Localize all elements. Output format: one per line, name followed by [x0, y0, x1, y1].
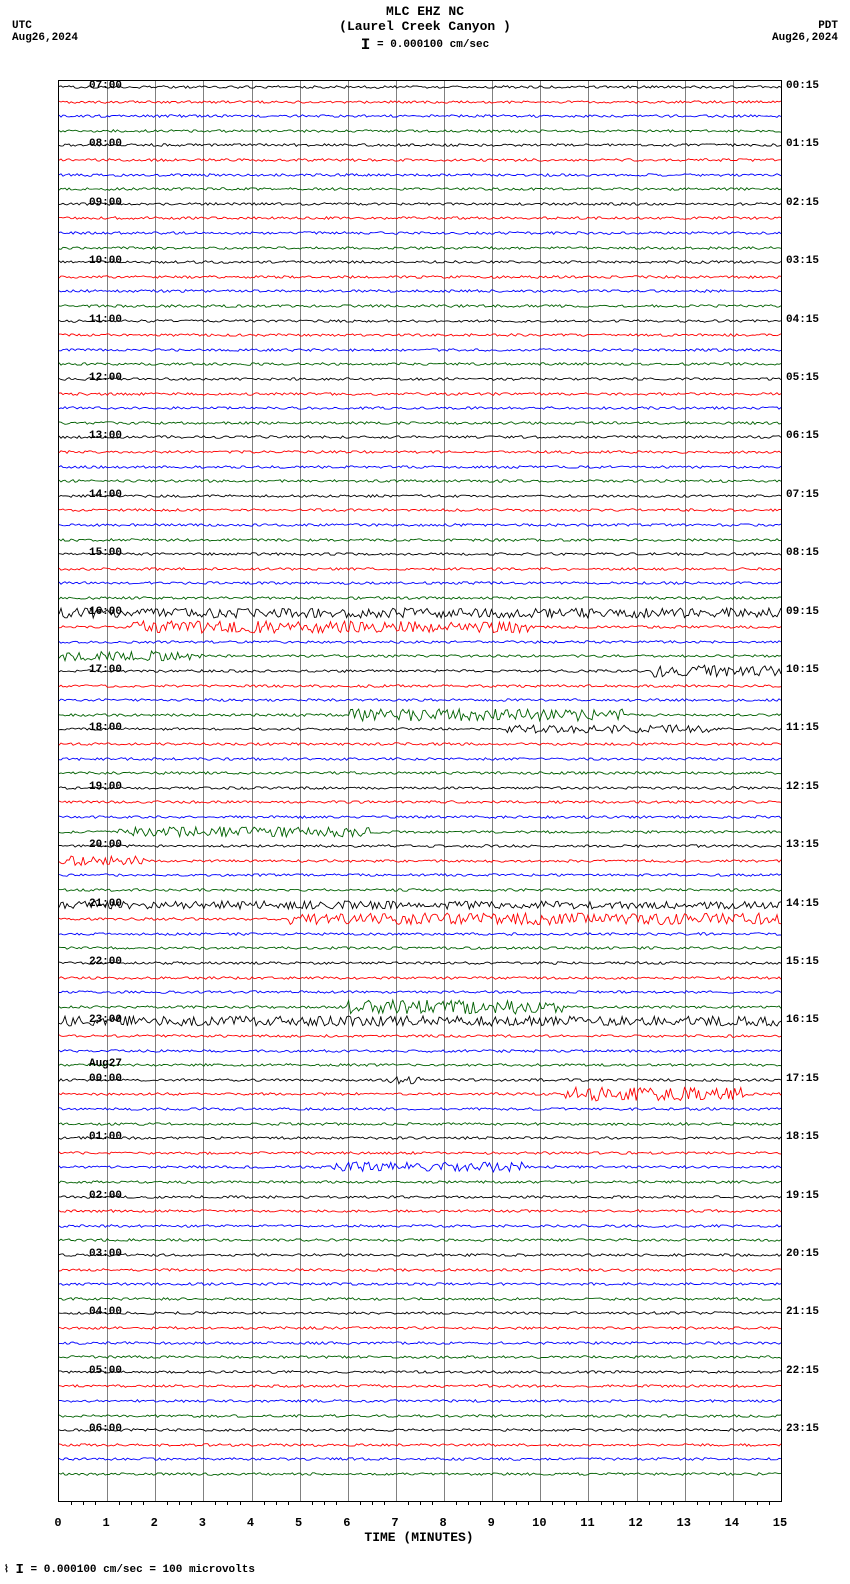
scale-note: I = 0.000100 cm/sec [0, 36, 850, 54]
left-time-label: 11:00 [89, 314, 122, 326]
right-time-label: 21:15 [786, 1306, 819, 1318]
left-time-label: 00:00 [89, 1073, 122, 1085]
right-time-label: 14:15 [786, 898, 819, 910]
right-time-label: 04:15 [786, 314, 819, 326]
left-time-label: 20:00 [89, 839, 122, 851]
left-time-label: 10:00 [89, 255, 122, 267]
tz-right-label: PDT [772, 20, 838, 32]
right-time-label: 02:15 [786, 197, 819, 209]
right-time-label: 06:15 [786, 430, 819, 442]
right-time-label: 22:15 [786, 1365, 819, 1377]
tz-right-block: PDT Aug26,2024 [772, 20, 838, 44]
x-axis-title: TIME (MINUTES) [58, 1530, 780, 1545]
x-tick-label: 14 [725, 1516, 739, 1530]
x-tick-label: 1 [103, 1516, 110, 1530]
left-date-marker: Aug27 [89, 1058, 122, 1070]
x-tick-label: 5 [295, 1516, 302, 1530]
right-time-label: 19:15 [786, 1190, 819, 1202]
x-tick-label: 2 [151, 1516, 158, 1530]
left-time-label: 18:00 [89, 722, 122, 734]
left-time-label: 04:00 [89, 1306, 122, 1318]
x-tick-label: 12 [628, 1516, 642, 1530]
left-time-label: 15:00 [89, 547, 122, 559]
right-time-label: 16:15 [786, 1014, 819, 1026]
tz-left-date: Aug26,2024 [12, 32, 78, 44]
tz-left-block: UTC Aug26,2024 [12, 20, 78, 44]
right-time-label: 13:15 [786, 839, 819, 851]
trace-row [59, 1459, 781, 1489]
left-time-label: 12:00 [89, 372, 122, 384]
station-code: MLC EHZ NC [0, 4, 850, 19]
station-location: (Laurel Creek Canyon ) [0, 19, 850, 34]
right-time-label: 15:15 [786, 956, 819, 968]
left-time-label: 06:00 [89, 1423, 122, 1435]
header: MLC EHZ NC (Laurel Creek Canyon ) I = 0.… [0, 4, 850, 54]
tz-left-label: UTC [12, 20, 78, 32]
right-time-label: 05:15 [786, 372, 819, 384]
seismogram-plot [58, 80, 782, 1502]
left-time-label: 21:00 [89, 898, 122, 910]
x-tick-label: 10 [532, 1516, 546, 1530]
footer-note: ⌇ I = 0.000100 cm/sec = 100 microvolts [4, 1562, 255, 1578]
x-tick-label: 7 [391, 1516, 398, 1530]
right-time-label: 03:15 [786, 255, 819, 267]
right-time-label: 20:15 [786, 1248, 819, 1260]
right-time-label: 23:15 [786, 1423, 819, 1435]
right-time-label: 09:15 [786, 606, 819, 618]
right-time-label: 01:15 [786, 138, 819, 150]
left-time-label: 23:00 [89, 1014, 122, 1026]
left-time-label: 22:00 [89, 956, 122, 968]
left-time-label: 19:00 [89, 781, 122, 793]
tz-right-date: Aug26,2024 [772, 32, 838, 44]
left-time-label: 09:00 [89, 197, 122, 209]
x-tick-label: 0 [54, 1516, 61, 1530]
right-time-label: 10:15 [786, 664, 819, 676]
left-time-label: 01:00 [89, 1131, 122, 1143]
x-tick-label: 11 [580, 1516, 594, 1530]
x-tick-label: 3 [199, 1516, 206, 1530]
left-time-label: 17:00 [89, 664, 122, 676]
right-time-label: 07:15 [786, 489, 819, 501]
left-time-label: 08:00 [89, 138, 122, 150]
right-time-label: 11:15 [786, 722, 819, 734]
left-time-label: 13:00 [89, 430, 122, 442]
left-time-label: 07:00 [89, 80, 122, 92]
x-tick-label: 6 [343, 1516, 350, 1530]
right-time-label: 17:15 [786, 1073, 819, 1085]
x-tick-label: 13 [677, 1516, 691, 1530]
x-tick-label: 15 [773, 1516, 787, 1530]
x-tick-label: 8 [439, 1516, 446, 1530]
left-time-label: 14:00 [89, 489, 122, 501]
left-time-label: 05:00 [89, 1365, 122, 1377]
x-tick-label: 9 [488, 1516, 495, 1530]
left-time-label: 16:00 [89, 606, 122, 618]
right-time-label: 18:15 [786, 1131, 819, 1143]
x-tick-label: 4 [247, 1516, 254, 1530]
left-time-label: 03:00 [89, 1248, 122, 1260]
right-time-label: 00:15 [786, 80, 819, 92]
right-time-label: 12:15 [786, 781, 819, 793]
left-time-label: 02:00 [89, 1190, 122, 1202]
seismogram-container: MLC EHZ NC (Laurel Creek Canyon ) I = 0.… [0, 0, 850, 1584]
right-time-label: 08:15 [786, 547, 819, 559]
